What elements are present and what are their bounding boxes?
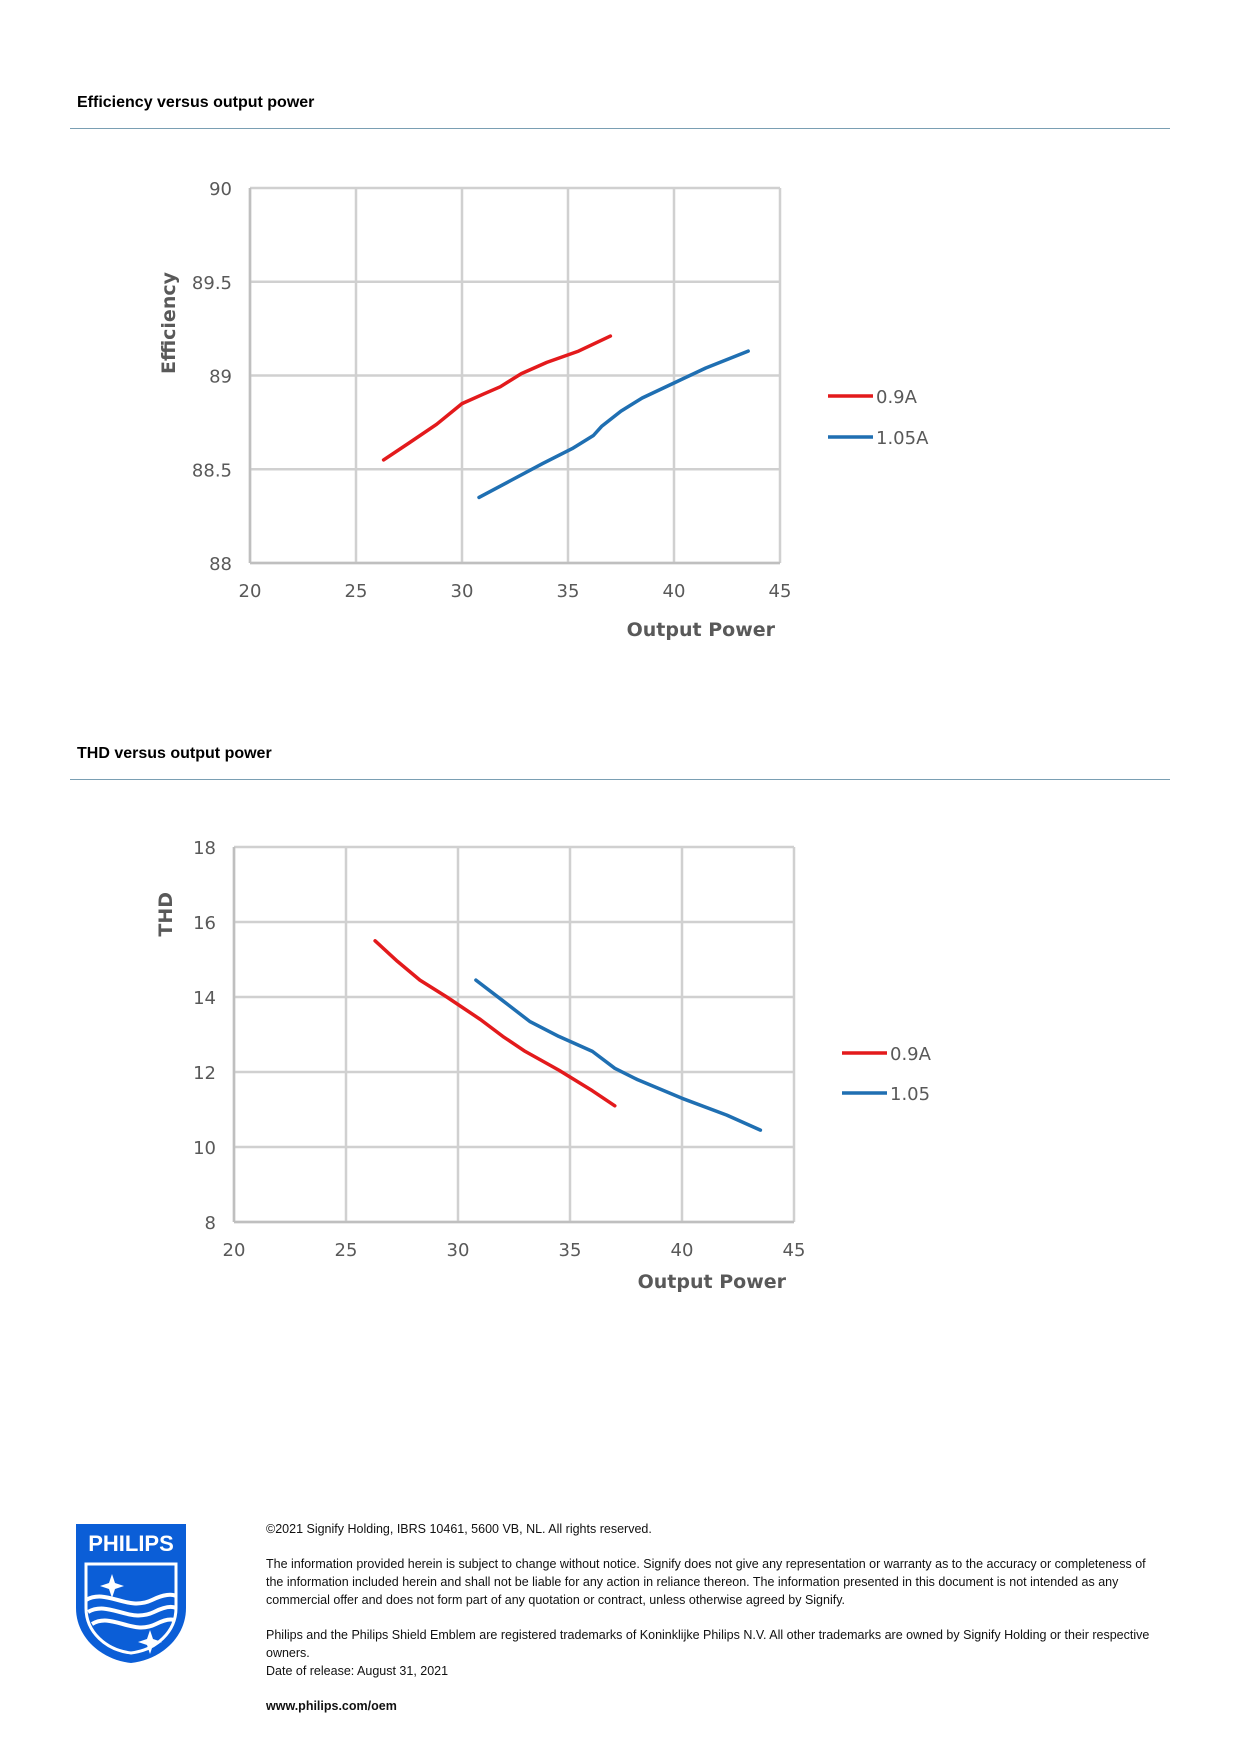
x-axis-title: Output Power bbox=[638, 1271, 787, 1293]
x-tick-label: 40 bbox=[671, 1240, 694, 1261]
efficiency-chart: 20 25 30 35 40 45 88 88.5 89 89.5 90 Output Power Ef… bbox=[158, 179, 929, 641]
x-tick-label: 25 bbox=[345, 581, 368, 602]
y-tick-label: 18 bbox=[193, 838, 216, 859]
x-tick-label: 25 bbox=[335, 1240, 358, 1261]
x-axis-title: Output Power bbox=[627, 619, 776, 641]
legend-label: 1.05 bbox=[890, 1084, 930, 1105]
thd-chart: 20 25 30 35 40 45 8 10 12 14 16 18 Output Power THD 0.… bbox=[155, 838, 932, 1293]
trademark-text: Philips and the Philips Shield Emblem ar… bbox=[266, 1628, 1150, 1660]
philips-shield-logo: PHILIPS bbox=[76, 1524, 186, 1663]
y-tick-label: 88 bbox=[209, 554, 232, 575]
legend-label: 0.9A bbox=[876, 387, 918, 408]
x-tick-label: 35 bbox=[557, 581, 580, 602]
footer: ©2021 Signify Holding, IBRS 10461, 5600 … bbox=[266, 1520, 1166, 1732]
x-tick-label: 35 bbox=[559, 1240, 582, 1261]
y-tick-label: 88.5 bbox=[192, 460, 232, 481]
y-tick-label: 90 bbox=[209, 179, 232, 200]
x-tick-label: 45 bbox=[769, 581, 792, 602]
y-tick-label: 16 bbox=[193, 913, 216, 934]
x-tick-label: 45 bbox=[783, 1240, 806, 1261]
section-divider bbox=[70, 779, 1170, 780]
series-line-1-05A bbox=[477, 349, 750, 500]
series-line-0-9A bbox=[373, 939, 617, 1108]
x-tick-label: 40 bbox=[663, 581, 686, 602]
y-tick-label: 12 bbox=[193, 1063, 216, 1084]
disclaimer-text: The information provided herein is subje… bbox=[266, 1557, 1146, 1607]
series-line-1-05 bbox=[474, 978, 763, 1132]
y-tick-label: 8 bbox=[205, 1213, 216, 1234]
series-line-0-9A bbox=[381, 334, 613, 462]
y-tick-label: 14 bbox=[193, 988, 216, 1009]
legend-label: 0.9A bbox=[890, 1044, 932, 1065]
release-date: Date of release: August 31, 2021 bbox=[266, 1664, 449, 1678]
logo-wordmark: PHILIPS bbox=[88, 1531, 174, 1556]
website-link[interactable]: www.philips.com/oem bbox=[266, 1699, 397, 1713]
x-tick-label: 20 bbox=[223, 1240, 246, 1261]
copyright-text: ©2021 Signify Holding, IBRS 10461, 5600 … bbox=[266, 1522, 652, 1536]
y-tick-label: 89 bbox=[209, 367, 232, 388]
y-tick-label: 10 bbox=[193, 1138, 216, 1159]
legend-label: 1.05A bbox=[876, 428, 929, 449]
y-tick-label: 89.5 bbox=[192, 273, 232, 294]
thd-section-title: THD versus output power bbox=[77, 745, 272, 762]
y-axis-title: THD bbox=[155, 892, 177, 937]
x-tick-label: 30 bbox=[447, 1240, 470, 1261]
y-axis-title: Efficiency bbox=[158, 271, 180, 374]
section-divider bbox=[70, 128, 1170, 129]
x-tick-label: 30 bbox=[451, 581, 474, 602]
efficiency-section-title: Efficiency versus output power bbox=[77, 94, 315, 111]
x-tick-label: 20 bbox=[239, 581, 262, 602]
